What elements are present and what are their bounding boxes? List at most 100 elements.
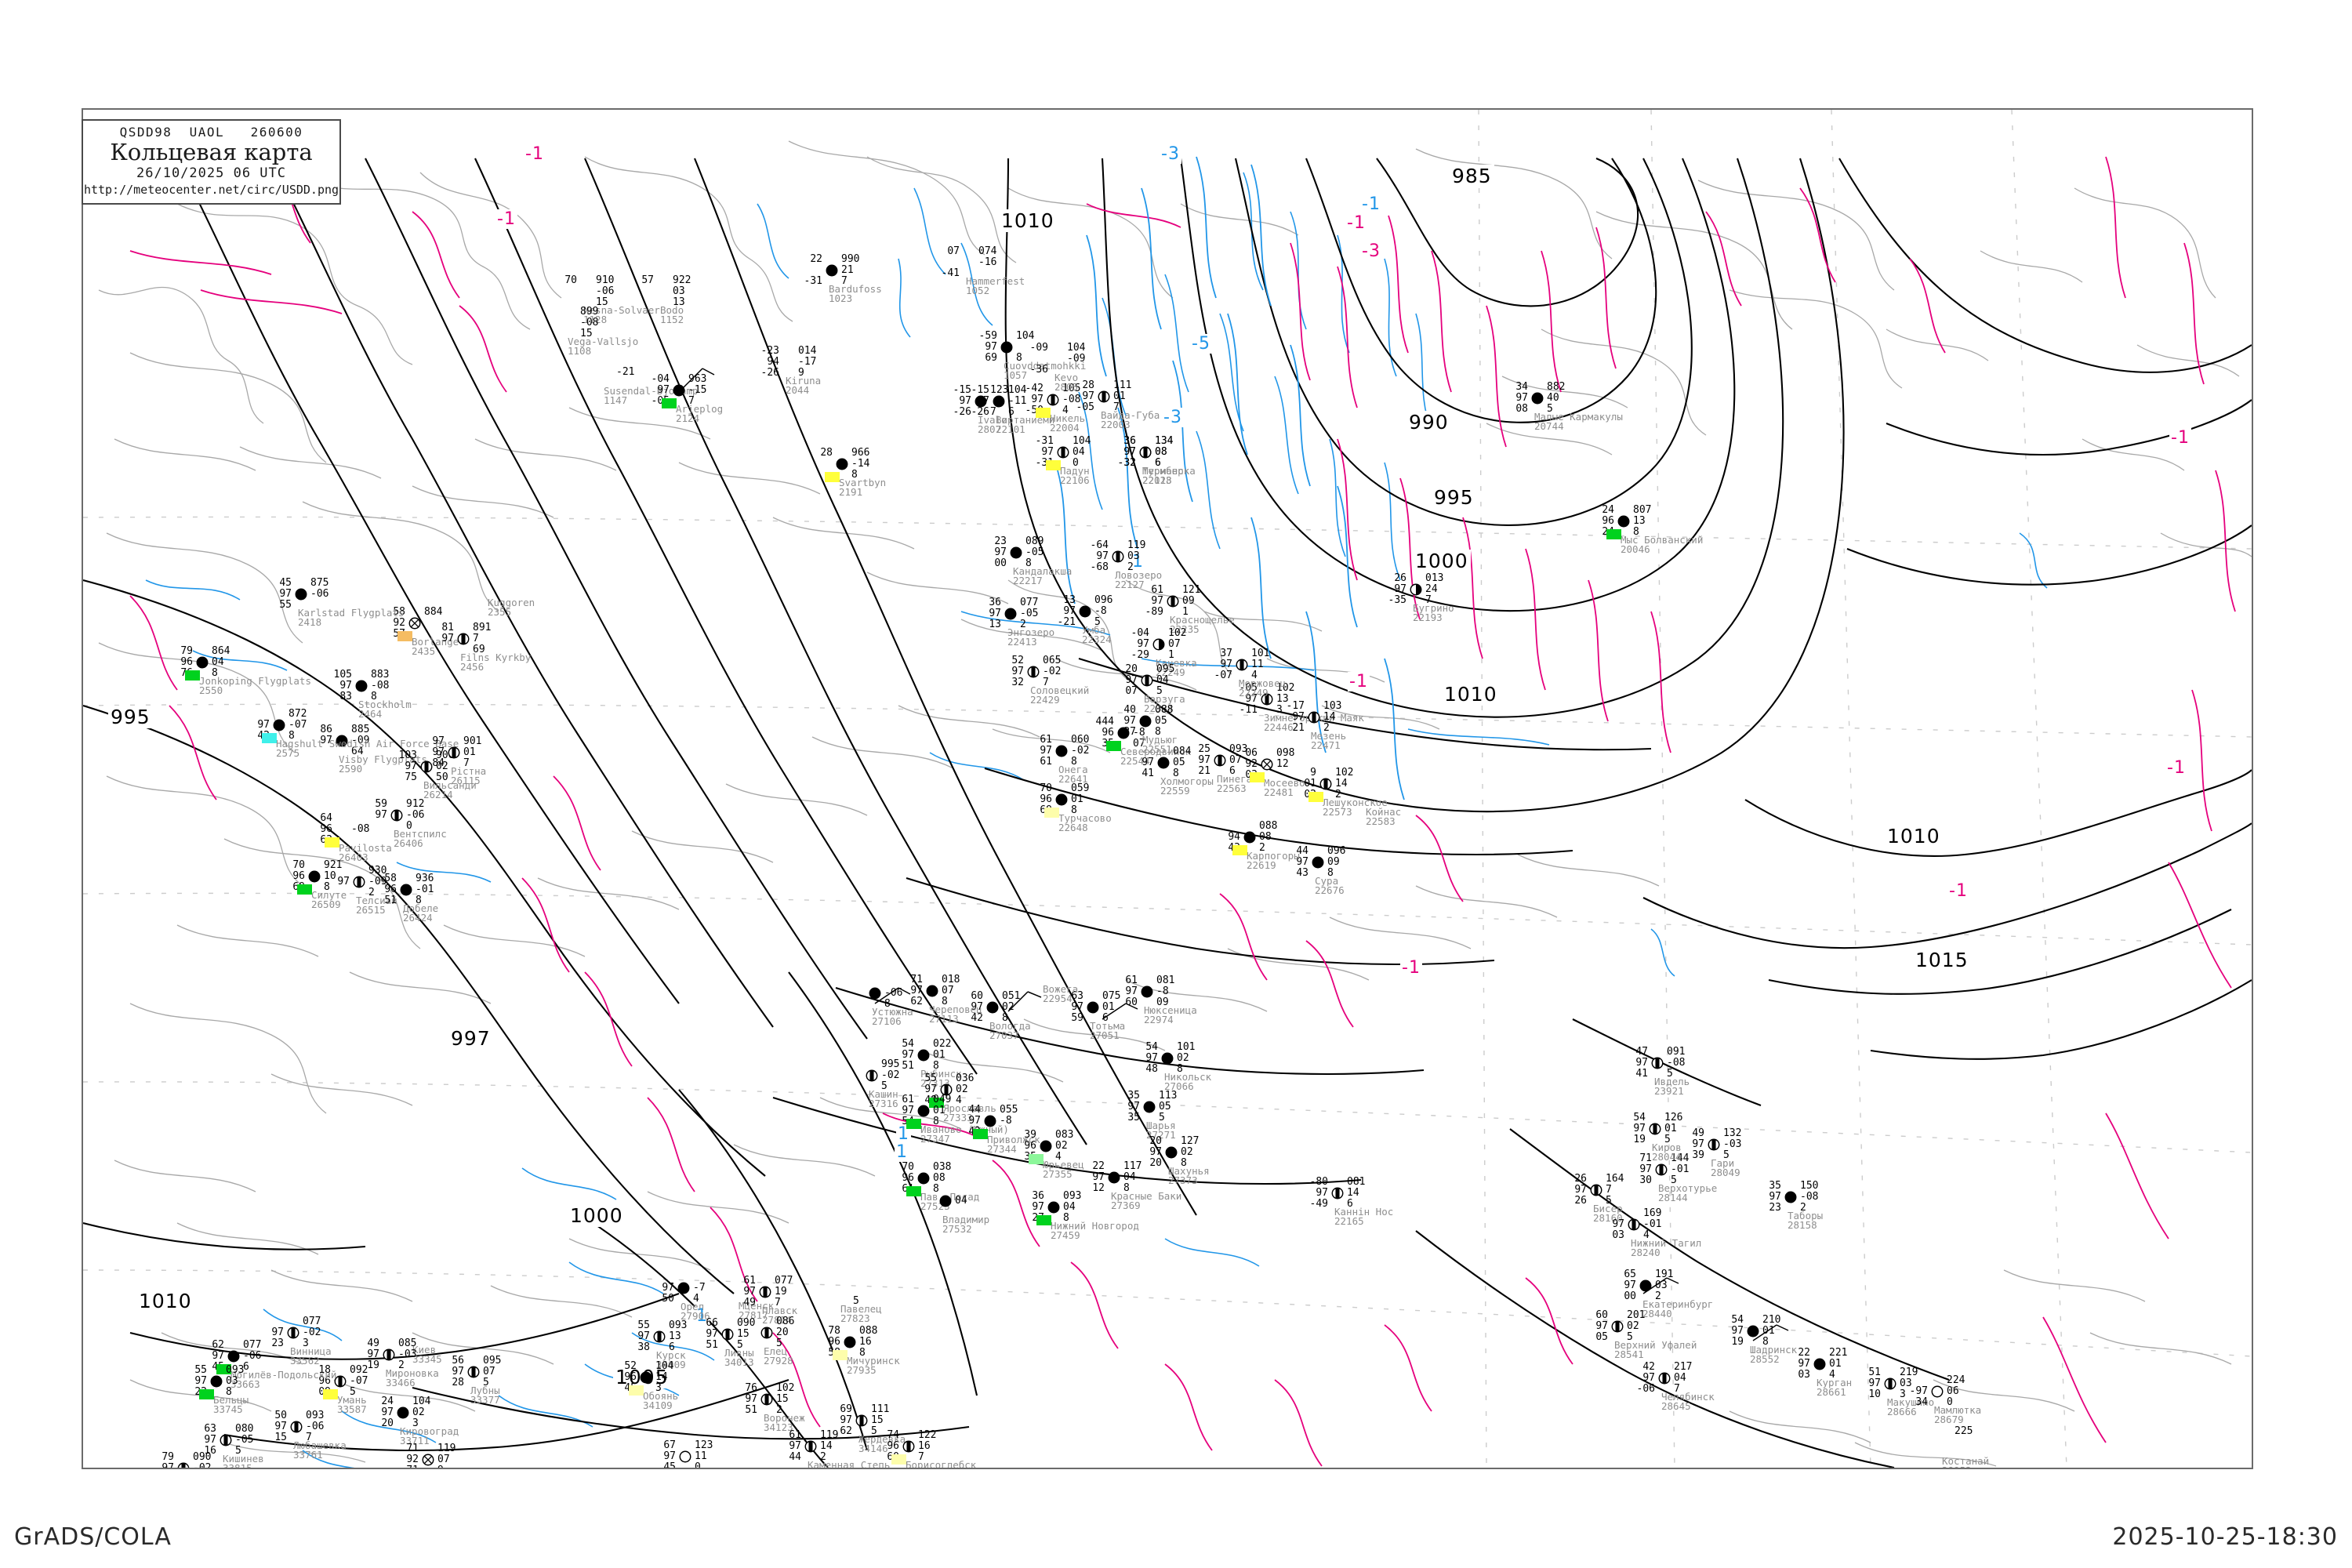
station-pressure: 084 (1173, 746, 1192, 757)
cloud-cover-icon (678, 1450, 692, 1464)
station-pressure: 990 (841, 253, 860, 265)
renderer-credit: GrADS/COLA (14, 1523, 172, 1551)
cloud-cover-icon (1056, 445, 1070, 459)
station-temperature: 59 (375, 798, 387, 810)
station-name: Сура (1315, 875, 1339, 887)
station-temperature: 81 (441, 622, 454, 633)
cloud-cover-icon (916, 1104, 931, 1118)
station-temperature: 74 (887, 1429, 899, 1441)
station-precip: 8 (1327, 867, 1334, 879)
station-temperature: 69 (840, 1403, 852, 1415)
station-name: Нижний Новгород (1051, 1220, 1139, 1232)
station-temperature: 20 (1125, 663, 1138, 675)
station-precip: 4 (1062, 405, 1069, 416)
cloud-cover-icon (1639, 1279, 1653, 1293)
isotherm-label: -1 (495, 209, 517, 229)
station-name: Вентспилс (394, 828, 447, 840)
cloud-cover-symbol (804, 1440, 817, 1453)
station-dewpoint: 41 (1635, 1068, 1648, 1080)
station-highlight-flag (323, 1389, 338, 1399)
station-pressure: 882 (1547, 381, 1566, 393)
station-name: Visby Flygplats (339, 753, 427, 765)
station-pressure: 963 (688, 373, 707, 385)
station-temperature: 23 (994, 535, 1007, 547)
station-temperature: 54 (1731, 1314, 1744, 1326)
station-visibility: 97 (1292, 711, 1305, 723)
station-precip: 5 (1156, 685, 1163, 697)
station-temperature: 60 (1595, 1309, 1608, 1321)
station-precip: 0 (406, 820, 412, 832)
station-pressure: 074 (978, 245, 997, 257)
station-precip: 2 (1020, 619, 1026, 630)
station-name: Пинега (1217, 773, 1253, 785)
cloud-cover-symbol (287, 1327, 299, 1339)
station-pressure: 899 (580, 306, 599, 318)
station-pressure: 036 (956, 1073, 975, 1084)
station-dewpoint: -35 (1388, 594, 1406, 606)
station-pressure-tendency: -05 (1025, 546, 1044, 558)
station-name: Рыбинск (920, 1068, 962, 1080)
station-pressure-tendency: -05 (1020, 608, 1039, 619)
cloud-cover-symbol (210, 1375, 223, 1388)
cloud-cover-icon (333, 1374, 347, 1388)
station-pressure: 123 (695, 1439, 713, 1451)
station-pressure: 127 (1181, 1135, 1200, 1147)
station-pressure-tendency: -08 (1062, 394, 1081, 405)
station-temperature: 61 (902, 1094, 914, 1105)
station-name: Лубны (470, 1385, 500, 1396)
cloud-cover-symbol (1000, 341, 1013, 354)
station-precip: 7 (841, 275, 848, 287)
cloud-cover-icon (1243, 830, 1257, 844)
station-pressure: 930 (368, 865, 387, 877)
station-pressure: 875 (310, 577, 329, 589)
station-pressure: 884 (424, 606, 443, 618)
station-wmo-id: 27459 (1051, 1229, 1080, 1241)
station-precip: 8 (324, 881, 330, 893)
station-precip: 0 (695, 1461, 701, 1469)
station-wmo-id: 27051 (1090, 1029, 1120, 1041)
station-precip: 6 (669, 1341, 675, 1353)
cloud-cover-symbol (1157, 757, 1170, 769)
station-pressure: 102 (776, 1382, 795, 1394)
cloud-cover-icon (1047, 1200, 1061, 1214)
station-highlight-flag (1606, 529, 1621, 539)
station-pressure: 936 (416, 873, 434, 884)
station-precip: 5 (1671, 1174, 1677, 1186)
station-pressure: 111 (1113, 379, 1132, 391)
station-precip: 7 (463, 757, 470, 769)
station-pressure: 104 (1067, 342, 1086, 354)
station-dewpoint: 50 (662, 1293, 674, 1305)
station-precip: 9 (798, 367, 804, 379)
station-precip: 8 (289, 730, 295, 742)
cloud-cover-symbol (1112, 550, 1124, 563)
cloud-cover-symbol (1243, 831, 1256, 844)
cloud-cover-icon (865, 1069, 879, 1083)
cloud-cover-icon (902, 1439, 916, 1454)
station-visibility: 96 (180, 656, 193, 668)
cloud-cover-symbol (383, 1348, 395, 1361)
station-precip: 8 (371, 691, 377, 702)
station-visibility: 97 (1149, 1146, 1162, 1158)
station-name: Ивдель (1654, 1076, 1690, 1087)
cloud-cover-symbol (917, 1172, 930, 1185)
cloud-cover-icon (286, 1326, 300, 1340)
bulletin-header: QSDD98 UAOL 260600 (119, 125, 303, 140)
station-precip: 8 (1633, 526, 1639, 538)
station-visibility: 97 (1123, 446, 1136, 458)
station-pressure-tendency: -08 (371, 680, 390, 691)
station-name: Соловецкий (1030, 684, 1090, 696)
station-precip: 6 (1102, 1012, 1109, 1024)
station-visibility: 97 (1595, 1320, 1608, 1332)
station-pressure: 080 (235, 1423, 254, 1435)
cloud-cover-icon (652, 1330, 666, 1344)
station-dewpoint: 55 (279, 599, 292, 611)
station-temperature: 13 (1063, 594, 1076, 606)
station-pressure: 169 (1643, 1207, 1662, 1219)
station-visibility: 97 (405, 760, 417, 772)
cloud-cover-symbol (1813, 1358, 1826, 1370)
station-precip: 8 (1063, 1212, 1069, 1224)
station-temperature: 79 (180, 645, 193, 657)
station-precip: 8 (1762, 1336, 1769, 1348)
station-visibility: 97 (271, 1327, 284, 1338)
station-wmo-id: 28440 (1642, 1308, 1672, 1319)
